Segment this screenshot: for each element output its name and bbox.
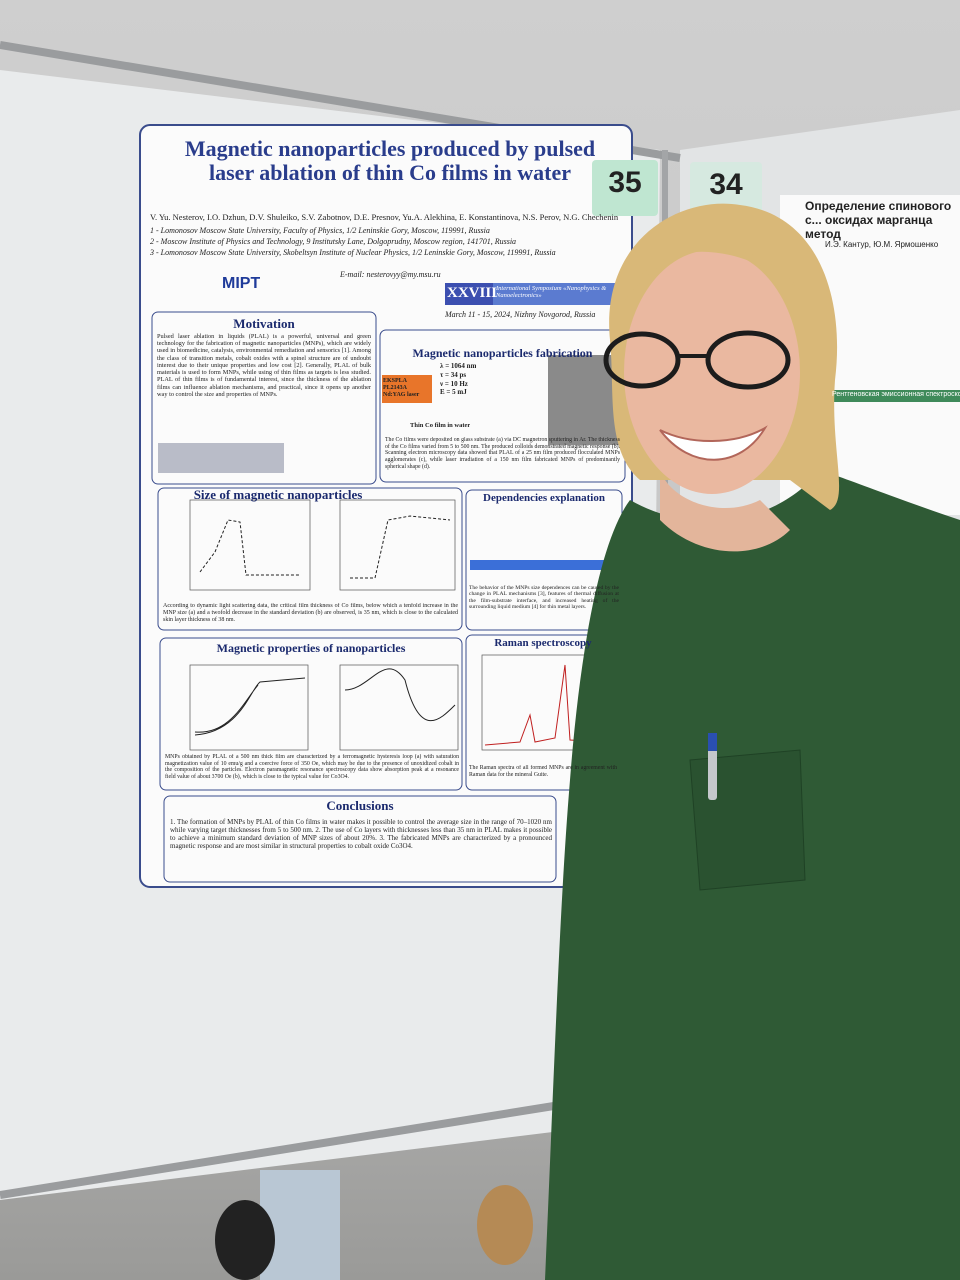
section-text: According to dynamic light scattering da… xyxy=(163,603,458,623)
plot-curve xyxy=(199,519,300,576)
neighbor-banner xyxy=(830,390,960,402)
affiliation: 3 - Lomonosov Moscow State University, S… xyxy=(150,248,556,257)
laser-param: E = 5 mJ xyxy=(440,388,467,397)
section-heading: Magnetic properties of nanoparticles xyxy=(216,641,406,655)
section-text: MNPs obtained by PLAL of a 500 nm thick … xyxy=(165,754,459,780)
section-text: Pulsed laser ablation in liquids (PLAL) … xyxy=(157,333,371,398)
section-box xyxy=(163,795,557,883)
target-label: Thin Co film in water xyxy=(410,422,471,429)
plot-frame xyxy=(189,664,309,751)
laser-label: EKSPLA PL2143A Nd:YAG laser xyxy=(383,378,420,398)
laser-param: τ = 34 ps xyxy=(440,370,467,379)
plot-frame xyxy=(339,499,456,591)
film-diagram xyxy=(158,443,284,473)
section-box xyxy=(159,637,463,791)
plot-curve xyxy=(350,515,451,579)
frame-bar xyxy=(0,1101,561,1199)
laser-params: λ = 1064 nm τ = 34 ps ν = 10 Hz E = 5 mJ xyxy=(440,362,476,397)
laser-param: λ = 1064 nm xyxy=(440,362,477,370)
plot-frame xyxy=(189,499,311,591)
board-number: 35 xyxy=(608,166,642,199)
arrow-bar xyxy=(470,560,620,570)
laser-param: ν = 10 Hz xyxy=(440,379,468,388)
smile xyxy=(659,425,768,461)
section-heading: Size of magnetic nanoparticles xyxy=(193,487,363,502)
symposium-banner xyxy=(493,283,623,305)
pen xyxy=(708,735,717,800)
affiliation: 1 - Lomonosov Moscow State University, F… xyxy=(150,226,490,235)
number-tag xyxy=(592,160,658,216)
poster-authors: V. Yu. Nesterov, I.O. Dzhun, D.V. Shulei… xyxy=(150,213,619,222)
email: E-mail: nesterovyy@my.msu.ru xyxy=(340,270,441,279)
symposium-name: International Symposium «Nanophysics & N… xyxy=(496,285,607,300)
section-heading: Magnetic nanoparticles fabrication xyxy=(412,346,593,360)
shirt-pocket xyxy=(689,749,806,891)
section-heading: Motivation xyxy=(233,316,295,331)
affiliation: 2 - Moscow Institute of Physics and Tech… xyxy=(150,237,517,246)
section-heading: Conclusions xyxy=(326,798,394,813)
plot-curve xyxy=(344,668,456,722)
plot-curve xyxy=(484,664,606,746)
section-box xyxy=(151,311,377,485)
leg xyxy=(260,1170,340,1280)
shoe xyxy=(215,1200,275,1280)
laser-box xyxy=(382,375,432,403)
plot-frame xyxy=(339,664,459,751)
section-heading: Raman spectroscopy xyxy=(494,637,592,649)
number-tag xyxy=(690,162,762,216)
glasses-lens xyxy=(705,330,791,390)
neighbor-authors: И.Э. Кантур, Ю.М. Ярмошенко xyxy=(825,240,939,249)
poster-title: Magnetic nanoparticles produced by pulse… xyxy=(184,136,596,186)
pen-cap xyxy=(708,733,717,751)
plot-curve xyxy=(194,677,306,736)
symposium-number: XXVIII xyxy=(447,285,498,301)
section-text: 1. The formation of MNPs by PLAL of thin… xyxy=(170,818,552,851)
neighbor-section: Рентгеновская эмиссионная спектроскопия … xyxy=(832,391,960,398)
board-number: 34 xyxy=(709,168,743,201)
section-heading: Dependencies explanation xyxy=(483,492,605,504)
fringe xyxy=(625,247,800,300)
section-text: The behavior of the MNPs size dependence… xyxy=(469,585,619,611)
section-text: The Co films were deposited on glass sub… xyxy=(385,437,620,470)
glasses-lens xyxy=(603,331,681,389)
section-box xyxy=(157,487,463,631)
logo: MIPT xyxy=(222,275,261,292)
neck xyxy=(660,470,790,552)
section-text: The Raman spectra of all formed MNPs are… xyxy=(469,765,617,778)
shoe xyxy=(477,1185,533,1265)
symposium-badge xyxy=(445,283,493,305)
neighbor-title: Определение спинового с... оксидах марга… xyxy=(805,200,952,241)
dates: March 11 - 15, 2024, Nizhny Novgorod, Ru… xyxy=(445,310,596,319)
